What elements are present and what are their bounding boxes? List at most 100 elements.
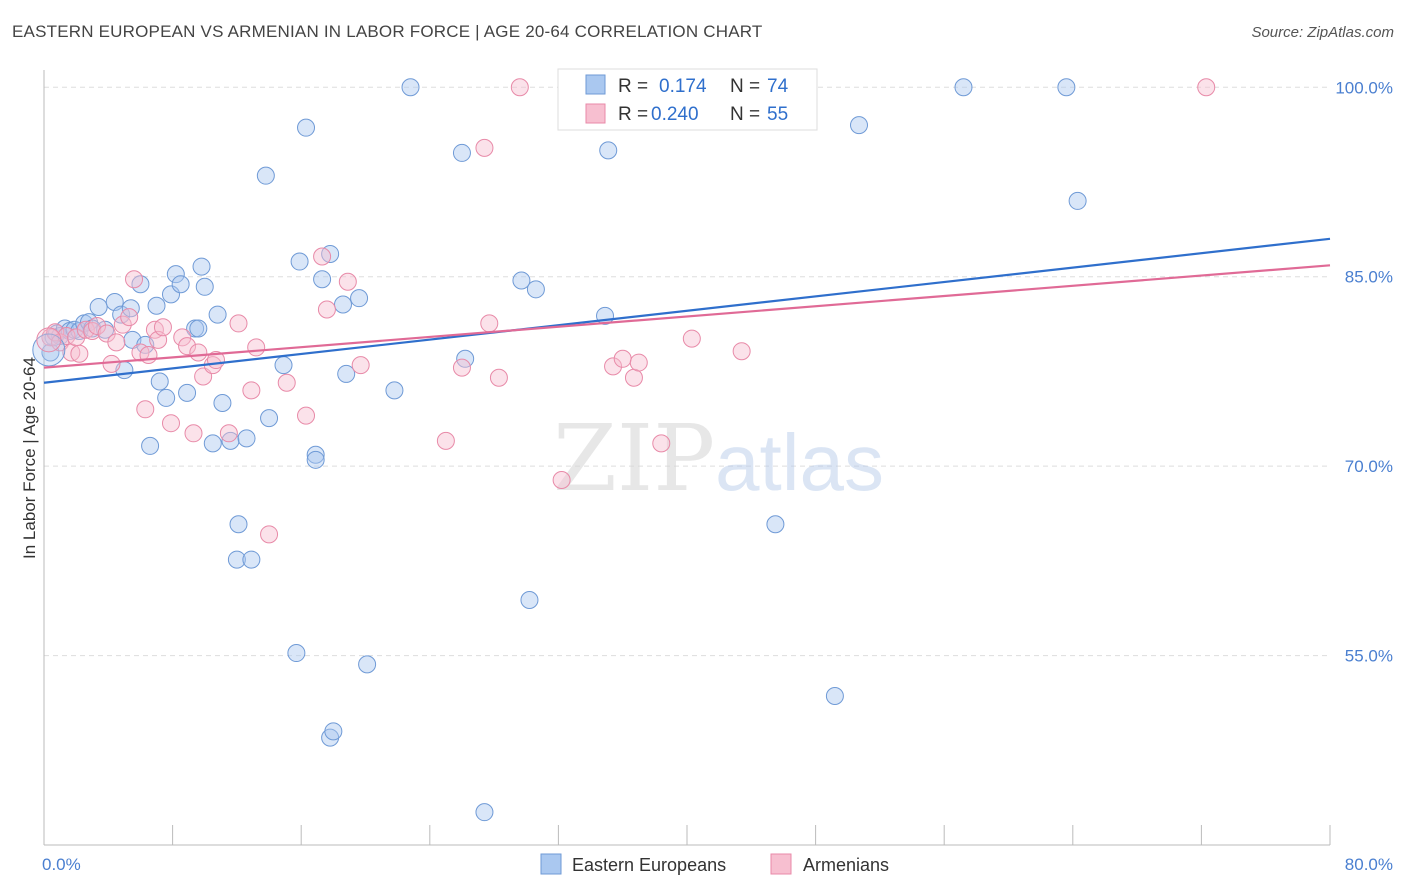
legend: R = 0.174 N = 74 R = 0.240 N = 55 <box>557 68 818 131</box>
eastern-european-point <box>350 289 369 308</box>
armenian-point <box>113 315 132 334</box>
eastern-european-point <box>147 296 166 315</box>
armenian-point <box>317 300 336 319</box>
armenian-point <box>76 320 95 339</box>
eastern-european-point <box>260 409 279 428</box>
eastern-european-point <box>526 280 545 299</box>
armenian-point <box>604 357 623 376</box>
legend-n-label-1: N = <box>730 76 760 97</box>
armenian-point <box>624 368 643 387</box>
eastern-european-point <box>178 383 197 402</box>
legend-n-value-2: 55 <box>767 104 788 125</box>
eastern-european-point <box>221 431 240 450</box>
eastern-european-point <box>150 372 169 391</box>
eastern-european-point <box>520 590 539 609</box>
armenian-point <box>510 78 529 97</box>
armenian-point <box>173 328 192 347</box>
armenian-point <box>153 318 172 337</box>
armenian-point <box>161 414 180 433</box>
armenian-trend-line <box>43 264 1331 369</box>
eastern-european-point <box>89 298 108 317</box>
legend-swatch-pink <box>585 103 606 124</box>
eastern-european-point <box>599 141 618 160</box>
watermark: ZIP atlas <box>553 405 884 512</box>
eastern-european-point <box>290 252 309 271</box>
bottom-legend-swatch-pink <box>770 853 792 875</box>
eastern-european-point <box>297 118 316 137</box>
eastern-european-point <box>208 305 227 324</box>
eastern-european-point <box>337 364 356 383</box>
grid-lines <box>44 86 1330 657</box>
legend-r-value-2: 0.240 <box>651 104 699 125</box>
eastern-european-point <box>512 271 531 290</box>
armenian-point <box>338 272 357 291</box>
trend-lines <box>43 237 1331 384</box>
eastern-european-point <box>41 343 60 362</box>
eastern-european-point <box>141 436 160 455</box>
armenian-point <box>139 345 158 364</box>
y-tick-label: 85.0% <box>1345 268 1393 287</box>
watermark-atlas: atlas <box>715 418 884 507</box>
armenian-point <box>184 424 203 443</box>
y-tick-label: 70.0% <box>1345 457 1393 476</box>
eastern-european-point <box>195 277 214 296</box>
armenian-point <box>229 314 248 333</box>
armenian-point <box>88 316 107 335</box>
eastern-european-point <box>333 295 352 314</box>
armenian-point <box>552 471 571 490</box>
eastern-european-point <box>171 275 190 294</box>
legend-n-label-2: N = <box>730 104 760 125</box>
armenian-point <box>682 329 701 348</box>
armenian-point <box>297 406 316 425</box>
eastern-european-point <box>229 515 248 534</box>
armenian-point <box>313 247 332 266</box>
armenian-point <box>260 525 279 544</box>
legend-n-value-1: 74 <box>767 76 789 97</box>
eastern-european-point <box>850 116 869 135</box>
eastern-european-point <box>306 450 325 469</box>
eastern-european-point <box>1057 78 1076 97</box>
data-points <box>32 78 1216 822</box>
eastern-european-point <box>324 722 343 741</box>
armenian-point <box>178 337 197 356</box>
chart-source: Source: ZipAtlas.com <box>1251 24 1394 41</box>
eastern-european-point <box>242 550 261 569</box>
eastern-european-point <box>256 166 275 185</box>
armenian-point <box>57 327 76 346</box>
eastern-european-point <box>452 143 471 162</box>
armenian-point <box>732 342 751 361</box>
legend-swatch-blue <box>585 74 606 95</box>
armenian-point <box>247 338 266 357</box>
eastern-european-point <box>401 78 420 97</box>
armenian-point <box>629 353 648 372</box>
eastern-european-point <box>475 803 494 822</box>
y-axis-title: In Labor Force | Age 20-64 <box>20 357 39 559</box>
eastern-european-point <box>1068 191 1087 210</box>
bottom-legend-swatch-blue <box>540 853 562 875</box>
eastern-european-point <box>227 550 246 569</box>
armenian-point <box>102 354 121 373</box>
armenian-point <box>70 344 89 363</box>
armenian-point <box>242 381 261 400</box>
armenian-point <box>83 321 102 340</box>
bottom-legend-label-blue: Eastern Europeans <box>572 855 726 875</box>
eastern-european-point <box>313 270 332 289</box>
eastern-european-trend-line <box>43 237 1331 384</box>
y-tick-label: 55.0% <box>1345 647 1393 666</box>
armenian-point <box>189 343 208 362</box>
tick-labels: 100.0% 85.0% 70.0% 55.0% 0.0% 80.0% <box>42 78 1393 874</box>
armenian-point <box>1197 78 1216 97</box>
armenian-point <box>452 358 471 377</box>
eastern-european-point <box>189 319 208 338</box>
legend-r-label-1: R = <box>618 76 648 97</box>
eastern-european-point <box>306 445 325 464</box>
armenian-point <box>436 431 455 450</box>
armenian-point <box>652 434 671 453</box>
armenian-point <box>125 270 144 289</box>
armenian-point <box>613 349 632 368</box>
x-tick-label: 0.0% <box>42 855 81 874</box>
y-tick-label: 100.0% <box>1335 78 1393 97</box>
eastern-european-point <box>274 356 293 375</box>
armenian-point <box>219 424 238 443</box>
